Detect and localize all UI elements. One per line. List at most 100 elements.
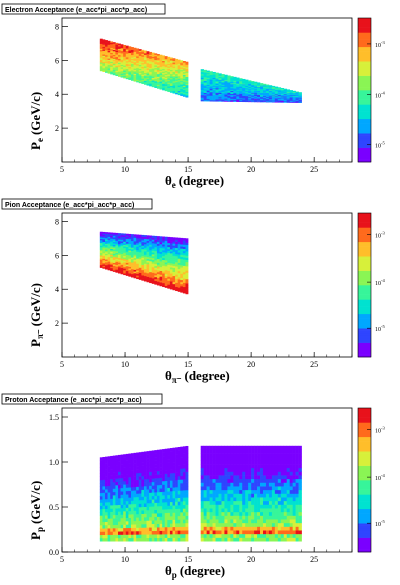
heatmap-cell (102, 248, 106, 251)
heatmap-cell (167, 519, 171, 524)
heatmap-cell (99, 492, 103, 497)
heatmap-cell (242, 82, 246, 84)
heatmap-cell (167, 246, 171, 250)
heatmap-cell (136, 277, 140, 280)
heatmap-cell (298, 99, 302, 101)
heatmap-cell (239, 89, 243, 91)
heatmap-cell (263, 93, 267, 95)
heatmap-cell (274, 88, 279, 90)
heatmap-cell (263, 449, 267, 454)
heatmap-cell (162, 259, 166, 262)
heatmap-cell (286, 98, 290, 100)
heatmap-cell (224, 75, 228, 78)
heatmap-cell (212, 97, 216, 100)
heatmap-cell (143, 517, 147, 521)
heatmap-cell (254, 92, 258, 94)
heatmap-cell (118, 464, 121, 469)
heatmap-cell (180, 71, 184, 73)
heatmap-cell (99, 476, 103, 481)
heatmap-cell (185, 460, 189, 465)
heatmap-cell (112, 43, 116, 45)
heatmap-cell (180, 450, 184, 455)
title-box (1, 393, 163, 405)
heatmap-cell (268, 89, 273, 91)
heatmap-cell (167, 530, 171, 535)
heatmap-cell (295, 522, 299, 527)
heatmap-cell (154, 513, 158, 517)
heatmap-cell (167, 79, 171, 82)
heatmap-cell (146, 65, 150, 68)
heatmap-cell (169, 68, 173, 70)
heatmap-cell (298, 522, 302, 527)
heatmap-cell (248, 530, 252, 535)
color-scale-segment (358, 258, 371, 262)
heatmap-cell (125, 52, 129, 54)
heatmap-cell (123, 72, 127, 75)
heatmap-cell (263, 519, 267, 524)
heatmap-cell (99, 257, 103, 260)
heatmap-cell (257, 522, 261, 527)
heatmap-cell (283, 464, 288, 469)
heatmap-cell (164, 85, 168, 88)
heatmap-cell (154, 57, 158, 59)
heatmap-cell (107, 531, 111, 535)
heatmap-cell (130, 490, 134, 495)
heatmap-cell (180, 256, 184, 260)
heatmap-cell (107, 65, 111, 68)
color-scale-segment (358, 410, 371, 414)
heatmap-cell (130, 268, 134, 271)
heatmap-cell (141, 243, 145, 246)
heatmap-cell (141, 49, 145, 52)
heatmap-cell (182, 69, 186, 71)
heatmap-cell (268, 100, 273, 102)
heatmap-cell (280, 91, 285, 93)
heatmap-cell (230, 489, 234, 494)
heatmap-cell (182, 460, 186, 465)
y-axis-label-unit: (GeV/c) (28, 92, 43, 135)
heatmap-cell (123, 246, 127, 249)
heatmap-cell (110, 62, 114, 65)
heatmap-cell (105, 51, 108, 53)
heatmap-cell (221, 98, 225, 100)
heatmap-cell (224, 511, 228, 516)
heatmap-cell (159, 449, 163, 454)
heatmap-cell (292, 489, 296, 494)
heatmap-cell (118, 458, 121, 462)
heatmap-cell (130, 68, 134, 71)
heatmap-cell (159, 64, 163, 66)
heatmap-cell (230, 497, 234, 502)
heatmap-cell (251, 449, 255, 454)
heatmap-cell (118, 471, 121, 476)
heatmap-cell (102, 240, 106, 243)
heatmap-cell (271, 471, 276, 476)
heatmap-cell (159, 251, 163, 254)
heatmap-cell (254, 98, 258, 100)
title-box (1, 3, 166, 15)
heatmap-cell (136, 80, 140, 83)
heatmap-cell (289, 445, 293, 450)
heatmap-cell (203, 90, 207, 92)
heatmap-cell (169, 74, 173, 77)
heatmap-cell (149, 266, 153, 269)
heatmap-cell (138, 277, 142, 280)
heatmap-cell (118, 240, 121, 243)
heatmap-cell (115, 481, 119, 486)
heatmap-cell (130, 75, 134, 77)
heatmap-cell (289, 93, 293, 95)
heatmap-cell (265, 84, 270, 86)
color-scale-segment (358, 121, 371, 124)
heatmap-cell (120, 497, 124, 502)
heatmap-cell (136, 493, 140, 498)
heatmap-cell (151, 481, 155, 486)
heatmap-cell (212, 445, 216, 450)
heatmap-cell (102, 259, 106, 262)
heatmap-cell (107, 262, 111, 265)
heatmap-cell (149, 242, 153, 245)
heatmap-cell (159, 257, 163, 260)
heatmap-cell (172, 71, 176, 74)
heatmap-cell (169, 465, 173, 470)
heatmap-cell (295, 97, 299, 99)
heatmap-cell (128, 51, 132, 54)
heatmap-cell (110, 488, 114, 493)
heatmap-cell (172, 68, 176, 71)
